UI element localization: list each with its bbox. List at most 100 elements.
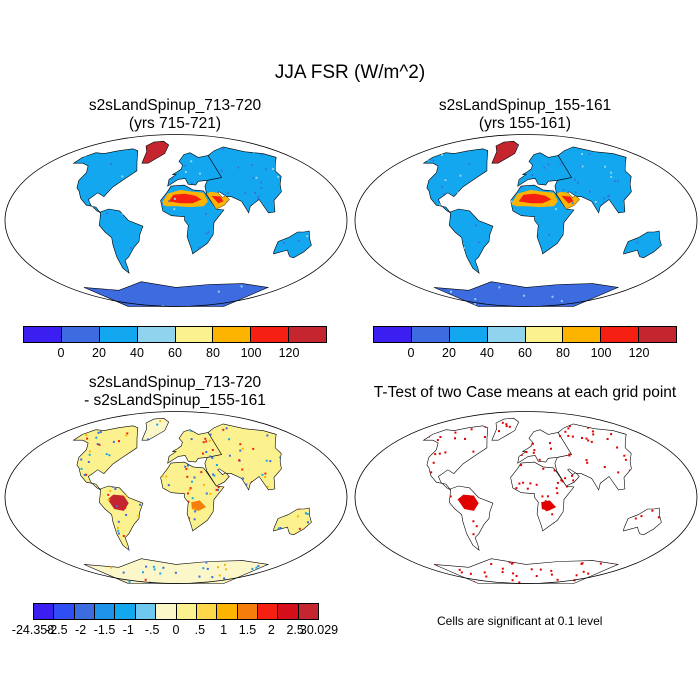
colorbar-swatch [487, 327, 526, 342]
colorbar-tick-label: 120 [278, 346, 300, 360]
land-southAmerica [448, 208, 494, 274]
land-africa [160, 461, 225, 532]
colorbar-swatch [135, 604, 157, 619]
panel1-title-line1: s2sLandSpinup_713-720 [88, 97, 262, 114]
colorbar-tick-label: -.5 [144, 623, 160, 637]
colorbar-swatch [563, 327, 602, 342]
land-asia [554, 146, 632, 214]
colorbar-swatch [601, 327, 640, 342]
colorbar-swatch [298, 604, 319, 619]
sahara-core [168, 193, 202, 204]
panel3-title-line2: - s2sLandSpinup_155-161 [84, 392, 266, 409]
colorbar-swatch [213, 327, 252, 342]
colorbar-3 [33, 603, 319, 620]
colorbar-tick-label: -2.5 [46, 623, 68, 637]
land-greenland [141, 417, 170, 441]
africa-significant [541, 500, 557, 511]
panel4-title: T-Test of two Case means at each grid po… [355, 384, 695, 402]
colorbar-tick-label: -1 [122, 623, 134, 637]
land-europe [517, 152, 573, 187]
figure-title: JJA FSR (W/m^2) [274, 62, 426, 83]
colorbar-swatch [156, 604, 177, 619]
colorbar-tick-label: 1.5 [238, 623, 257, 637]
map-border [4, 411, 348, 584]
colorbar-tick-label: 40 [130, 346, 144, 360]
ocean [5, 411, 347, 584]
colorbar-swatch [374, 327, 412, 342]
colorbar-swatch [411, 327, 450, 342]
colorbar-tick-label: 80 [206, 346, 220, 360]
colorbar-swatch [251, 327, 290, 342]
panel2-title-line1: s2sLandSpinup_155-161 [438, 97, 612, 114]
panel1-title: s2sLandSpinup_713-720 (yrs 715-721) [25, 97, 325, 133]
map-panel-2 [354, 134, 698, 307]
colorbar-swatch [237, 604, 258, 619]
colorbar-tick-label: .5 [194, 623, 206, 637]
arabia-core [211, 195, 224, 204]
colorbar-swatch [54, 604, 75, 619]
amazon-significant [457, 494, 479, 511]
map-border [4, 134, 348, 307]
panel4-title-line1: T-Test of two Case means at each grid po… [373, 384, 677, 401]
land-asia [554, 423, 632, 491]
map-panel-3 [4, 411, 348, 584]
colorbar-tick-label: 100 [240, 346, 262, 360]
colorbar-tick-label: 1 [220, 623, 228, 637]
colorbar-1 [23, 326, 327, 343]
colorbar-swatch [217, 604, 238, 619]
ocean [355, 411, 697, 584]
panel1-title-line2: (yrs 715-721) [128, 115, 222, 132]
land-southAmerica [98, 208, 144, 274]
land-greenland [491, 417, 520, 441]
significance-note: Cells are significant at 0.1 level [437, 614, 603, 628]
colorbar-swatch [196, 604, 218, 619]
colorbar-tick-label: 0 [172, 623, 180, 637]
colorbar-swatch [257, 604, 279, 619]
land-northAmerica [72, 425, 139, 491]
colorbar-tick-label: 0 [57, 346, 65, 360]
colorbar-swatch [525, 327, 564, 342]
map-border [354, 134, 698, 307]
colorbar-swatch [137, 327, 176, 342]
colorbar-tick-label: 60 [518, 346, 532, 360]
central-africa-anomaly [191, 500, 207, 511]
colorbar-tick-label: 20 [442, 346, 456, 360]
map-border [354, 411, 698, 584]
colorbar-swatch [278, 604, 299, 619]
colorbar-tick-label: 0 [407, 346, 415, 360]
land-australia [273, 230, 312, 259]
land-northAmerica [422, 425, 489, 491]
colorbar-tick-label: 30.029 [299, 623, 339, 637]
map-panel-4 [354, 411, 698, 584]
panel2-title-line2: (yrs 155-161) [478, 115, 572, 132]
colorbar-swatch [34, 604, 55, 619]
colorbar-swatch [115, 604, 136, 619]
sahara-core [518, 193, 552, 204]
colorbar-swatch [99, 327, 138, 342]
colorbar-swatch [74, 604, 96, 619]
land-asia [204, 423, 282, 491]
colorbar-tick-label: 20 [92, 346, 106, 360]
colorbar-tick-label: 100 [590, 346, 612, 360]
land-europe [167, 429, 223, 464]
colorbar-swatch [289, 327, 326, 342]
arabia-core [561, 195, 574, 204]
land-europe [517, 429, 573, 464]
land-greenland [141, 140, 170, 164]
colorbar-swatch [61, 327, 100, 342]
colorbar-tick-label: -1.5 [93, 623, 116, 637]
colorbar-tick-label: -2 [75, 623, 87, 637]
colorbar-2 [373, 326, 677, 343]
colorbar-swatch [175, 327, 214, 342]
land-northAmerica [72, 148, 139, 214]
colorbar-swatch [449, 327, 488, 342]
map-panel-1 [4, 134, 348, 307]
colorbar-swatch [95, 604, 116, 619]
colorbar-tick-label: 40 [480, 346, 494, 360]
colorbar-tick-label: -24.358 [11, 623, 55, 637]
land-australia [623, 507, 662, 536]
panel3-title: s2sLandSpinup_713-720 - s2sLandSpinup_15… [25, 374, 325, 410]
land-australia [623, 230, 662, 259]
panel3-title-line1: s2sLandSpinup_713-720 [88, 374, 262, 391]
colorbar-swatch [639, 327, 676, 342]
